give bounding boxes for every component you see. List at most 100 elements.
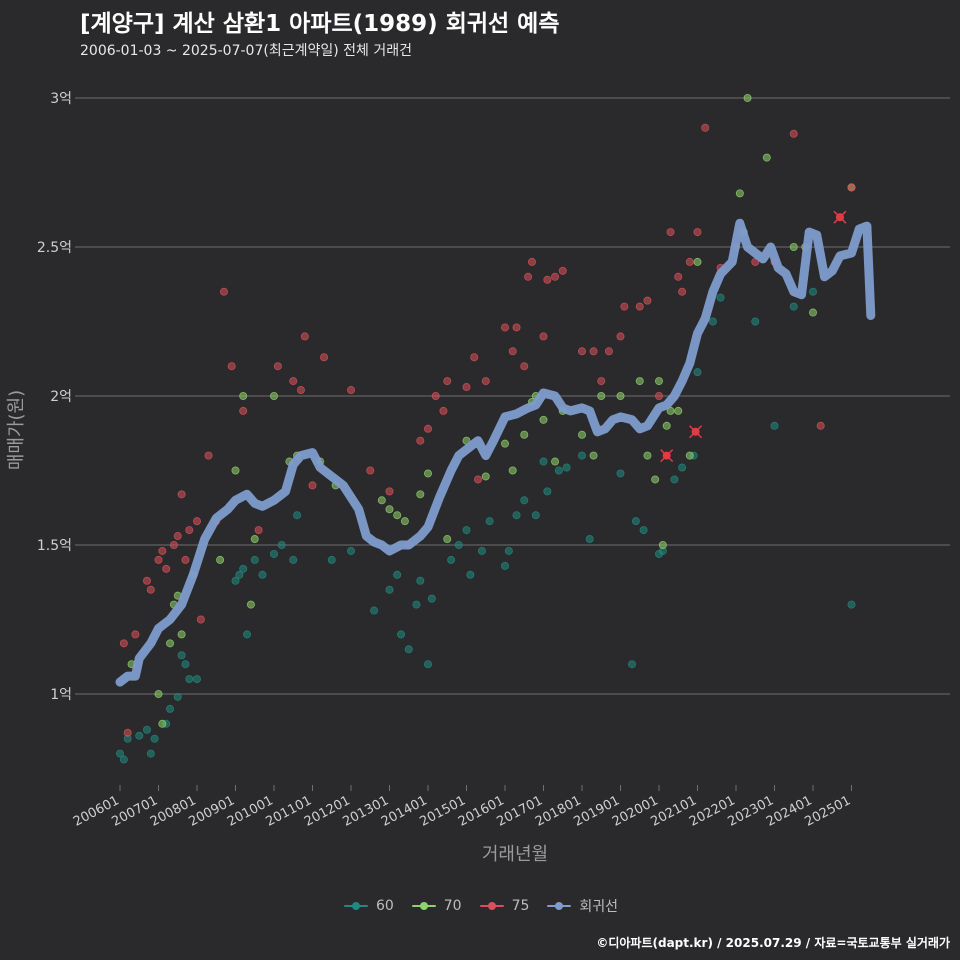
x-axis-ticks: 2006012007012008012009012010012011012012… — [71, 785, 853, 830]
point-75 — [524, 272, 533, 281]
point-60 — [789, 302, 798, 311]
point-70 — [762, 153, 771, 162]
point-75 — [439, 406, 448, 415]
legend-item-regression[interactable]: 회귀선 — [545, 896, 618, 916]
legend-label-60: 60 — [375, 898, 394, 914]
point-75 — [551, 272, 560, 281]
point-60 — [177, 651, 186, 660]
point-70 — [743, 94, 752, 103]
point-75 — [685, 257, 694, 266]
point-70 — [400, 517, 409, 526]
point-75 — [474, 475, 483, 484]
point-75 — [273, 362, 282, 371]
point-75 — [539, 332, 548, 341]
point-75 — [589, 347, 598, 356]
point-75 — [204, 451, 213, 460]
point-75 — [597, 377, 606, 386]
point-75 — [500, 323, 509, 332]
legend-item-60[interactable]: 60 — [342, 898, 394, 914]
point-75 — [308, 481, 317, 490]
point-75 — [816, 421, 825, 430]
point-60 — [231, 576, 240, 585]
point-60 — [397, 630, 406, 639]
point-60 — [404, 645, 413, 654]
legend-key-70 — [410, 898, 438, 914]
point-75 — [643, 296, 652, 305]
point-60 — [847, 600, 856, 609]
point-75 — [346, 386, 355, 395]
point-75 — [416, 436, 425, 445]
point-75 — [443, 377, 452, 386]
point-75 — [169, 541, 178, 550]
point-60 — [628, 660, 637, 669]
point-60 — [462, 526, 471, 535]
point-75 — [520, 362, 529, 371]
point-60 — [393, 570, 402, 579]
point-60 — [119, 755, 128, 764]
point-70 — [551, 457, 560, 466]
point-70 — [443, 535, 452, 544]
point-60 — [412, 600, 421, 609]
y-axis-ticks: 1억 1.5억 2억 2.5억 3억 — [37, 91, 80, 703]
point-70 — [809, 308, 818, 317]
point-75 — [678, 287, 687, 296]
legend-key-regression — [545, 898, 573, 914]
point-60 — [562, 463, 571, 472]
point-75 — [142, 576, 151, 585]
point-75 — [289, 377, 298, 386]
point-60 — [485, 517, 494, 526]
point-75 — [693, 228, 702, 237]
point-60 — [416, 576, 425, 585]
point-70 — [693, 257, 702, 266]
point-75 — [635, 302, 644, 311]
point-70 — [216, 555, 225, 564]
grid-lines — [80, 97, 950, 695]
point-70 — [539, 415, 548, 424]
point-60 — [512, 511, 521, 520]
point-60 — [235, 570, 244, 579]
point-60 — [477, 546, 486, 555]
point-70 — [246, 600, 255, 609]
highlight-cross — [689, 425, 703, 439]
point-70 — [651, 475, 660, 484]
point-75 — [185, 526, 194, 535]
point-60 — [670, 475, 679, 484]
point-70 — [423, 469, 432, 478]
point-70 — [735, 189, 744, 198]
point-60 — [142, 725, 151, 734]
highlight-cross — [660, 449, 674, 463]
y-tick-label: 2억 — [50, 389, 72, 405]
y-tick-label: 1억 — [50, 687, 72, 703]
point-75 — [366, 466, 375, 475]
point-75 — [578, 347, 587, 356]
point-70 — [377, 496, 386, 505]
point-60 — [616, 469, 625, 478]
point-75 — [254, 526, 263, 535]
point-75 — [655, 391, 664, 400]
point-60 — [531, 511, 540, 520]
point-75 — [620, 302, 629, 311]
point-60 — [289, 555, 298, 564]
highlight-cross — [833, 210, 847, 224]
point-60 — [631, 517, 640, 526]
point-60 — [239, 564, 248, 573]
point-75 — [196, 615, 205, 624]
point-75 — [162, 564, 171, 573]
legend-label-75: 75 — [511, 898, 530, 914]
legend-item-75[interactable]: 75 — [478, 898, 530, 914]
point-75 — [119, 639, 128, 648]
point-75 — [181, 555, 190, 564]
point-70 — [616, 391, 625, 400]
point-75 — [701, 123, 710, 132]
legend-key-75 — [478, 898, 506, 914]
point-75 — [462, 383, 471, 392]
point-60 — [116, 749, 125, 758]
legend-item-70[interactable]: 70 — [410, 898, 462, 914]
point-60 — [520, 496, 529, 505]
chart-title: [계양구] 계산 삼환1 아파트(1989) 회귀선 예측 — [80, 11, 560, 37]
point-60 — [578, 451, 587, 460]
point-60 — [539, 457, 548, 466]
point-60 — [504, 546, 513, 555]
point-60 — [181, 660, 190, 669]
point-70 — [500, 439, 509, 448]
